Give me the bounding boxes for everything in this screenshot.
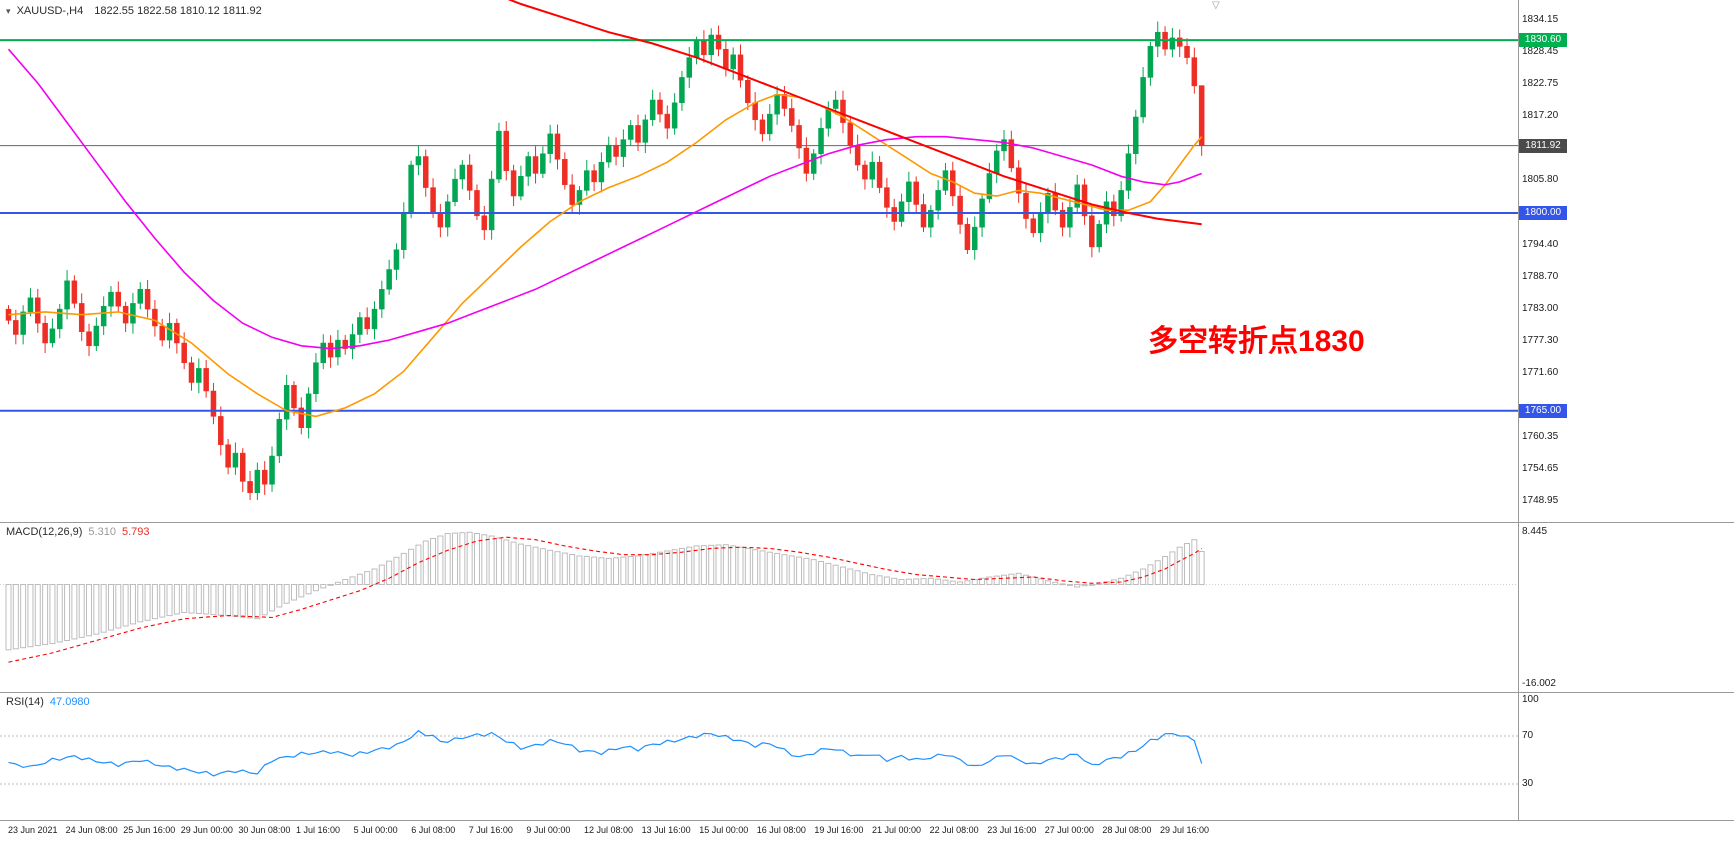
time-label: 21 Jul 00:00 <box>872 825 922 835</box>
price-grid-label: 1754.65 <box>1522 463 1559 475</box>
time-label: 29 Jul 16:00 <box>1160 825 1210 835</box>
rsi-axis-30: 30 <box>1522 778 1534 789</box>
time-label: 27 Jul 00:00 <box>1044 825 1094 835</box>
chart-ohlc-values: 1822.55 1822.58 1810.12 1811.92 <box>94 5 262 17</box>
macd-signal-value: 5.793 <box>121 526 150 538</box>
ma-fast-line <box>8 93 1203 418</box>
price-grid-label: 1834.15 <box>1522 14 1559 26</box>
chart-title: ▾ XAUUSD-,H4 1822.55 1822.58 1810.12 181… <box>6 5 262 17</box>
time-label: 6 Jul 08:00 <box>411 825 456 835</box>
time-label: 28 Jul 08:00 <box>1102 825 1152 835</box>
price-grid-label: 1777.30 <box>1522 335 1559 347</box>
time-label: 23 Jun 2021 <box>8 825 58 835</box>
rsi-axis-100: 100 <box>1522 694 1539 705</box>
time-label: 22 Jul 08:00 <box>929 825 979 835</box>
macd-main-value: 5.310 <box>88 526 116 538</box>
time-label: 7 Jul 16:00 <box>468 825 513 835</box>
price-grid-label: 1805.80 <box>1522 174 1559 186</box>
rsi-panel <box>0 729 1518 785</box>
price-grid-label: 1822.75 <box>1522 78 1559 90</box>
rsi-axis-70: 70 <box>1522 730 1534 741</box>
price-axis[interactable]: 1834.15 1828.45 1822.75 1817.20 1805.80 1794.… <box>1518 0 1734 820</box>
macd-label: MACD(12,26,9) 5.310 5.793 <box>6 526 149 538</box>
time-axis[interactable]: 23 Jun 2021 24 Jun 08:00 25 Jun 16:00 29 Ju… <box>0 821 1734 841</box>
price-grid-label: 1794.40 <box>1522 238 1559 250</box>
price-tag: 1765.00 <box>1519 403 1567 418</box>
time-label: 30 Jun 08:00 <box>238 825 291 835</box>
time-label: 13 Jul 16:00 <box>641 825 691 835</box>
time-label: 16 Jul 08:00 <box>756 825 806 835</box>
rsi-value: 47.0980 <box>49 696 90 708</box>
time-label: 25 Jun 16:00 <box>123 825 176 835</box>
rsi-line <box>8 729 1203 777</box>
price-grid-label: 1760.35 <box>1522 431 1559 443</box>
rsi-name: RSI(14) <box>6 696 44 708</box>
macd-signal-line <box>8 536 1203 663</box>
price-tag: 1830.60 <box>1519 33 1567 48</box>
price-tag: 1811.92 <box>1519 138 1567 153</box>
macd-axis-max: 8.445 <box>1522 526 1548 537</box>
main-panel <box>0 0 1518 500</box>
price-tag: 1800.00 <box>1519 206 1567 220</box>
time-label: 12 Jul 08:00 <box>584 825 634 835</box>
macd-axis-min: -16.002 <box>1522 678 1556 689</box>
time-label: 1 Jul 16:00 <box>296 825 341 835</box>
chart-collapse-icon[interactable]: ▾ <box>6 6 11 16</box>
price-grid-label: 1748.95 <box>1522 495 1559 507</box>
time-label: 5 Jul 00:00 <box>353 825 398 835</box>
rsi-label: RSI(14) 47.0980 <box>6 696 90 708</box>
price-grid-label: 1783.00 <box>1522 303 1559 315</box>
time-label: 24 Jun 08:00 <box>65 825 118 835</box>
chart-shift-marker-icon[interactable]: ▽ <box>1212 0 1220 11</box>
time-label: 9 Jul 00:00 <box>526 825 571 835</box>
price-grid-label: 1788.70 <box>1522 270 1559 282</box>
time-label: 29 Jun 00:00 <box>180 825 233 835</box>
price-grid-label: 1817.20 <box>1522 109 1559 121</box>
chart-symbol-period: XAUUSD-,H4 <box>16 5 84 17</box>
macd-panel <box>0 531 1518 663</box>
time-label: 15 Jul 00:00 <box>699 825 749 835</box>
macd-name: MACD(12,26,9) <box>6 526 83 538</box>
annotation-text: 多空转折点1830 <box>1148 325 1365 358</box>
price-grid-label: 1828.45 <box>1522 46 1559 58</box>
ma-mid-line <box>7 48 1202 350</box>
time-label: 19 Jul 16:00 <box>814 825 864 835</box>
ma-slow-line <box>507 0 1202 226</box>
price-grid-label: 1771.60 <box>1522 367 1559 379</box>
time-label: 23 Jul 16:00 <box>987 825 1037 835</box>
